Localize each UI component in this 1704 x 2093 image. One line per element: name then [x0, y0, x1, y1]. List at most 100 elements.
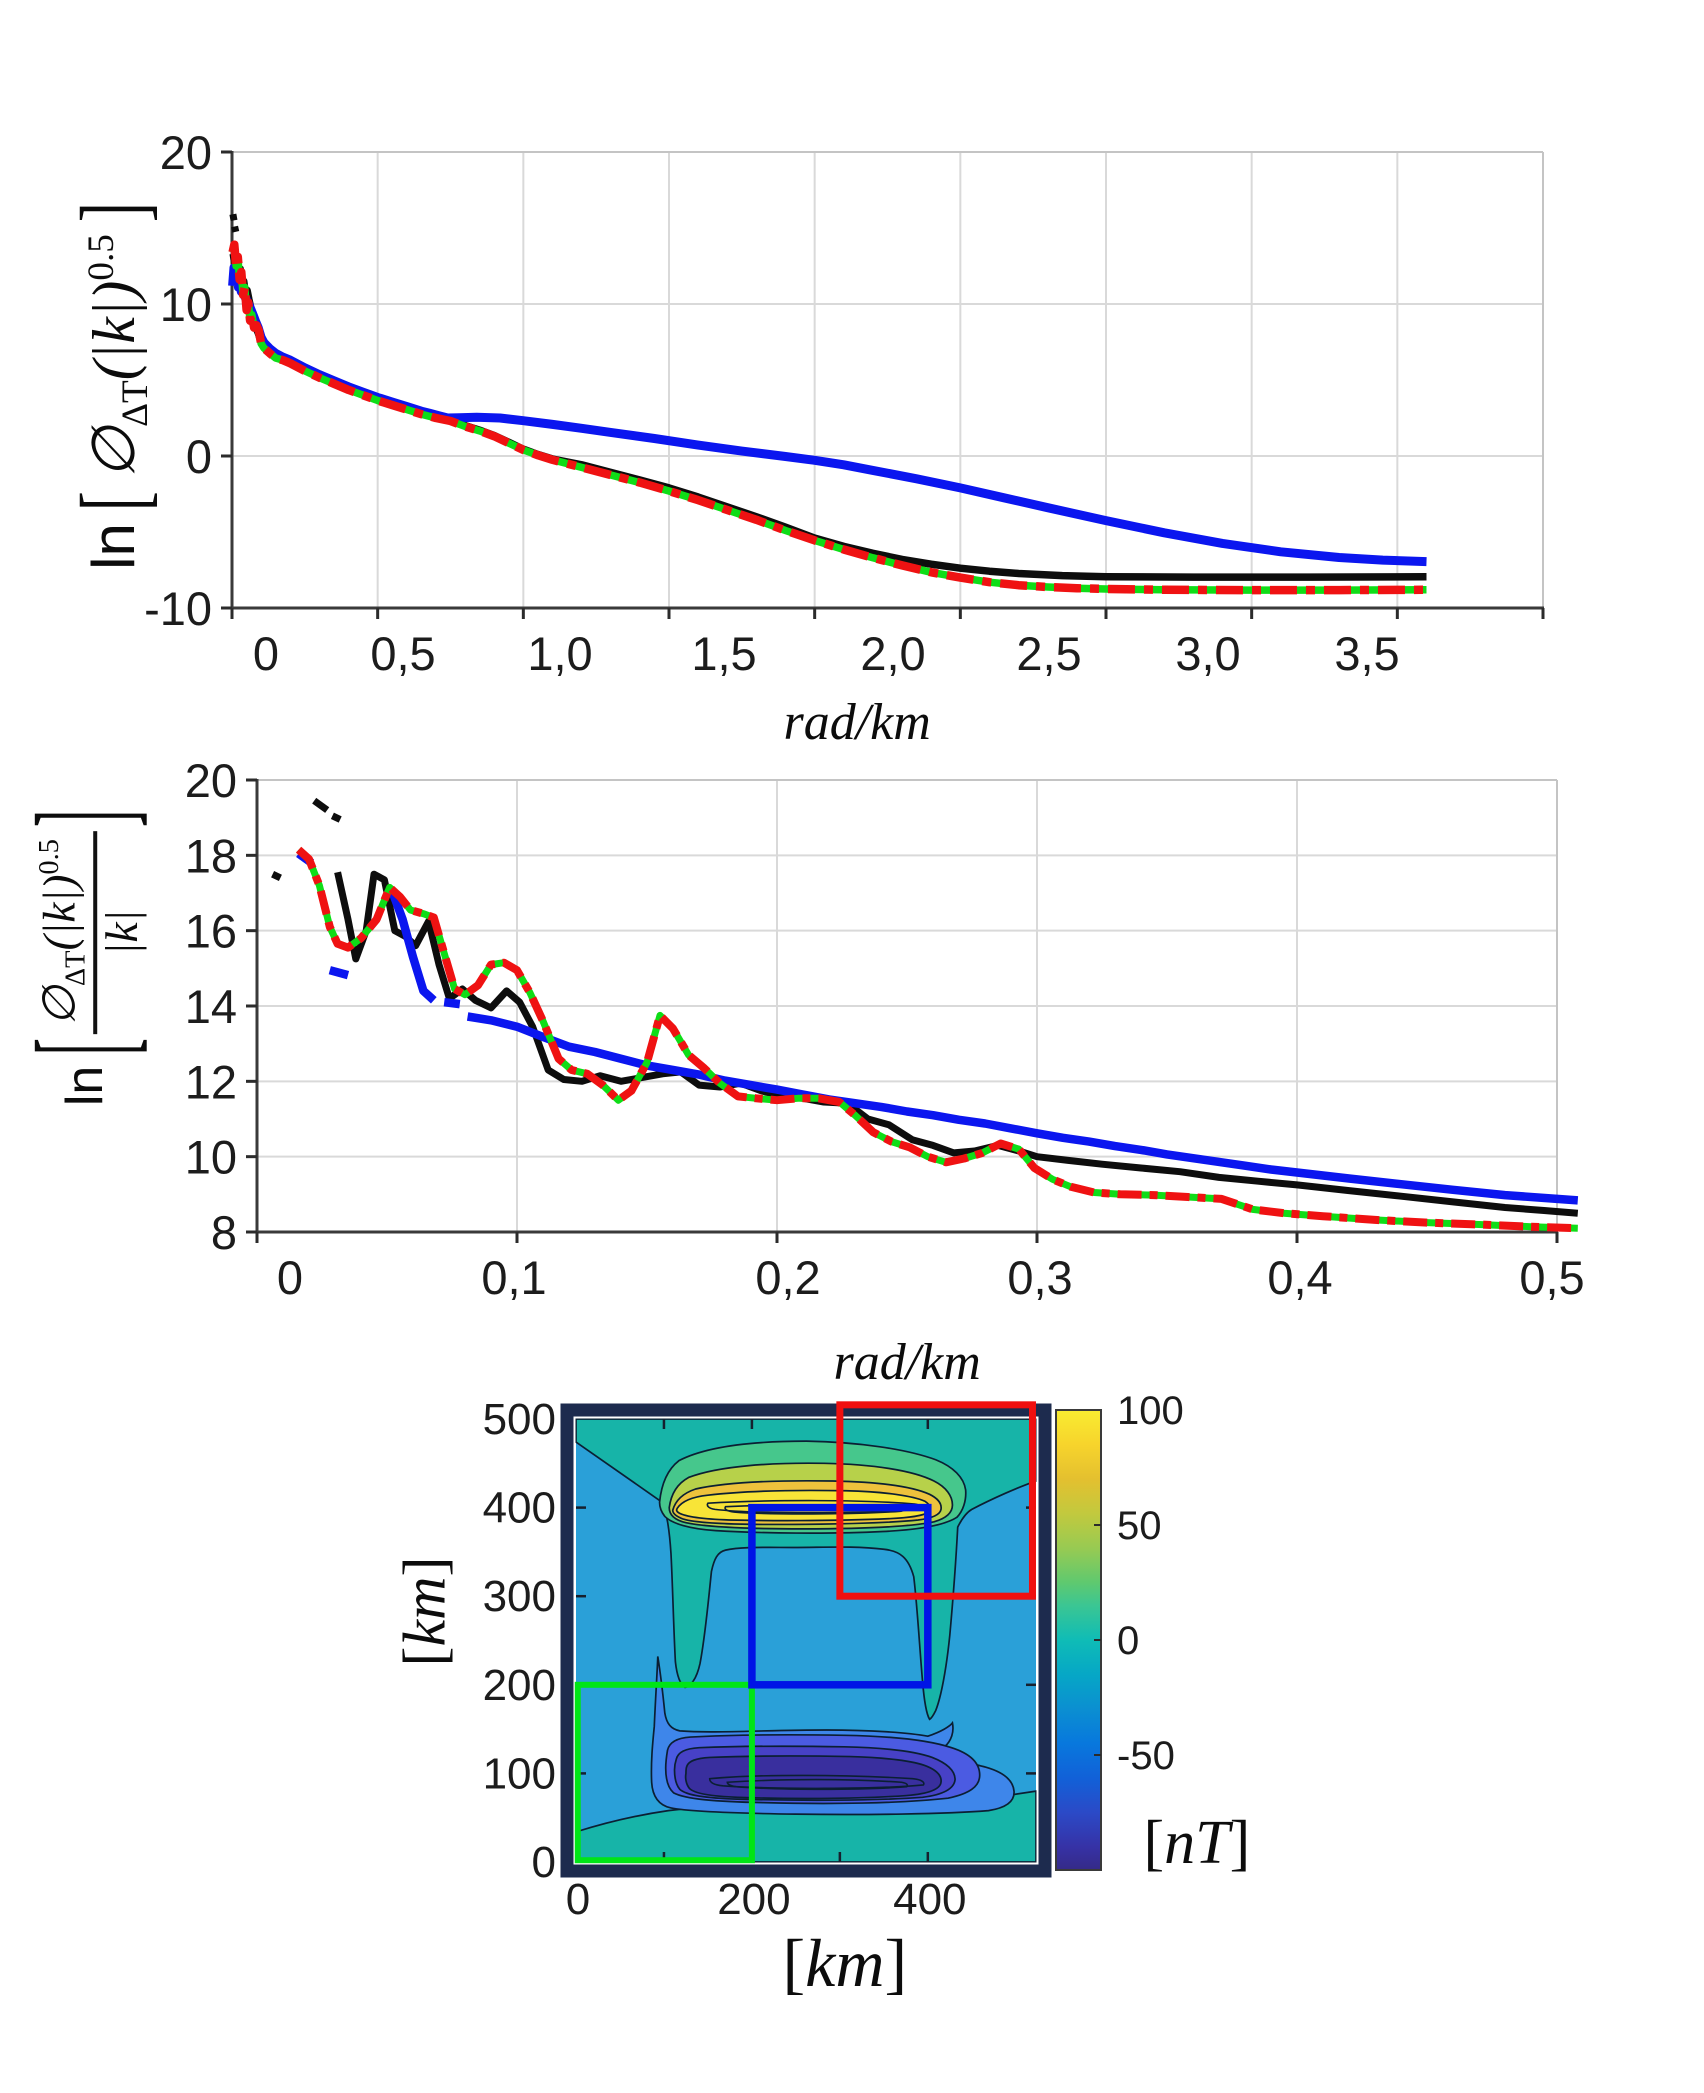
middle-series-red [295, 846, 1578, 1233]
series-path-green [296, 847, 1578, 1232]
map-ylabel-text: km [391, 1576, 458, 1646]
top-grid [232, 152, 1543, 608]
top-x-axis-label: rad/km [784, 693, 931, 752]
top-ylabel-open-bracket: [ [62, 491, 165, 512]
middle-tick-labels: 0 0,1 0,2 0,3 0,4 0,5 20 18 16 14 12 10 8 [185, 754, 1585, 1304]
y-tick-label: 20 [185, 754, 237, 807]
x-tick-label: 0,2 [755, 1251, 820, 1304]
top-series-black-dots [229, 213, 240, 233]
series-path-red [295, 846, 1578, 1233]
series-path-blue [466, 1012, 1579, 1205]
top-ylabel-exp: 0.5 [80, 234, 122, 281]
series-segment-black-dots [231, 225, 240, 233]
top-ylabel-sub: ΔT [114, 380, 156, 427]
colorbar-tick-label: -50 [1117, 1734, 1175, 1778]
x-tick-label: 2,0 [860, 627, 925, 680]
y-tick-label: 14 [185, 980, 237, 1033]
x-tick-label: 1,5 [691, 627, 756, 680]
series-segment-blue [328, 966, 350, 980]
y-tick-label: 8 [211, 1206, 237, 1259]
map-y-tick-label: 500 [483, 1395, 556, 1444]
colorbar: 100 50 0 -50 [1055, 1389, 1184, 1871]
map-white-inset [572, 1415, 1040, 1866]
middle-series-black-dots [271, 797, 342, 882]
map-analysis-windows [574, 1401, 1036, 1864]
x-tick-label: 3,0 [1175, 627, 1240, 680]
middle-x-axis-label: rad/km [834, 1333, 981, 1392]
map-y-tick-label: 400 [483, 1484, 556, 1533]
y-tick-label: 16 [185, 905, 237, 958]
top-tick-labels: 0 0,5 1,0 1,5 2,0 2,5 3,0 3,5 20 10 0 -10 [144, 126, 1400, 680]
middle-grid [257, 780, 1557, 1232]
y-tick-label: -10 [144, 582, 212, 635]
colorbar-bar [1055, 1409, 1102, 1871]
top-ylabel-close-bracket: ] [62, 202, 165, 223]
top-y-axis-label: ln [ ∅ΔT(|k|)0.5 ] [62, 202, 164, 570]
middle-ylabel-arg: (|k|) [33, 874, 85, 951]
x-tick-label: 3,5 [1334, 627, 1399, 680]
y-tick-label: 20 [160, 126, 212, 179]
top-series-red [228, 240, 1427, 595]
x-tick-label: 1,0 [527, 627, 592, 680]
x-tick-label: 0 [253, 627, 279, 680]
top-series [228, 213, 1427, 595]
middle-ylabel-close-bracket: ] [11, 809, 160, 828]
series-path-green [228, 240, 1427, 594]
middle-ylabel-sub: ΔT [60, 950, 92, 987]
series-path-black [229, 253, 1427, 581]
series-segment-blue [388, 889, 437, 1004]
map-frame [560, 1403, 1052, 1878]
middle-spectrum-chart: 0 0,1 0,2 0,3 0,4 0,5 20 18 16 14 12 10 8 [185, 754, 1585, 1304]
map-y-axis-label: [km] [391, 1556, 458, 1666]
anomaly-contour-map: 0 200 400 0 100 200 300 400 500 [483, 1395, 1052, 1924]
middle-ylabel-phi: ∅ [33, 986, 85, 1026]
negative-core-inner-line-2 [727, 1780, 907, 1790]
top-spectrum-chart: 0 0,5 1,0 1,5 2,0 2,5 3,0 3,5 20 10 0 -10 [144, 126, 1545, 680]
top-ylabel-arg: (|k|) [80, 280, 147, 381]
colorbar-tick-label: 50 [1117, 1504, 1162, 1548]
middle-ylabel-exp: 0.5 [34, 839, 66, 875]
series-segment-black-dots [312, 797, 330, 813]
y-tick-label: 10 [160, 278, 212, 331]
series-segment-blue [443, 997, 461, 1009]
negative-core-inner-line-1 [710, 1775, 924, 1788]
map-ticks: 0 200 400 0 100 200 300 400 500 [483, 1395, 1036, 1924]
top-ylabel-ln: ln [79, 523, 147, 570]
series-path-red [228, 240, 1427, 595]
series-segment-black-dots [330, 812, 342, 823]
middle-ylabel-denominator: |k| [96, 909, 148, 956]
y-tick-label: 0 [186, 430, 212, 483]
middle-series [271, 797, 1579, 1233]
x-tick-label: 0,4 [1267, 1251, 1332, 1304]
middle-ylabel-open-bracket: [ [11, 1037, 160, 1056]
middle-series-green [296, 847, 1578, 1232]
x-tick-label: 0,5 [1519, 1251, 1584, 1304]
series-segment-black-dots [229, 213, 238, 222]
middle-y-axis-label: ln [∅ΔT(|k|)0.5 |k|] [12, 810, 160, 1107]
x-tick-label: 0 [277, 1251, 303, 1304]
top-series-black [229, 253, 1427, 581]
middle-axes [246, 778, 1559, 1243]
map-y-tick-label: 200 [483, 1661, 556, 1710]
green-window [574, 1681, 755, 1864]
top-axes [221, 150, 1545, 619]
middle-ylabel-fraction: ∅ΔT(|k|)0.5 |k| [33, 831, 148, 1034]
colorbar-tick-label: 0 [1117, 1619, 1139, 1663]
x-tick-label: 0,3 [1007, 1251, 1072, 1304]
map-x-tick-label: 0 [566, 1875, 590, 1924]
map-x-axis-label: [km] [782, 1924, 908, 2001]
x-tick-label: 0,5 [370, 627, 435, 680]
map-y-tick-label: 100 [483, 1749, 556, 1798]
colorbar-unit-text: nT [1164, 1808, 1230, 1877]
series-segment-black-dots [271, 871, 282, 882]
x-tick-label: 0,1 [481, 1251, 546, 1304]
map-contour-regions [576, 1419, 1036, 1862]
middle-ylabel-numerator: ∅ΔT(|k|)0.5 [33, 831, 98, 1034]
top-series-green [228, 240, 1427, 594]
map-x-tick-label: 200 [717, 1875, 790, 1924]
x-tick-label: 2,5 [1016, 627, 1081, 680]
middle-xlabel-text: rad/km [833, 1333, 981, 1391]
middle-ylabel-ln: ln [56, 1065, 115, 1107]
y-tick-label: 12 [185, 1055, 237, 1108]
